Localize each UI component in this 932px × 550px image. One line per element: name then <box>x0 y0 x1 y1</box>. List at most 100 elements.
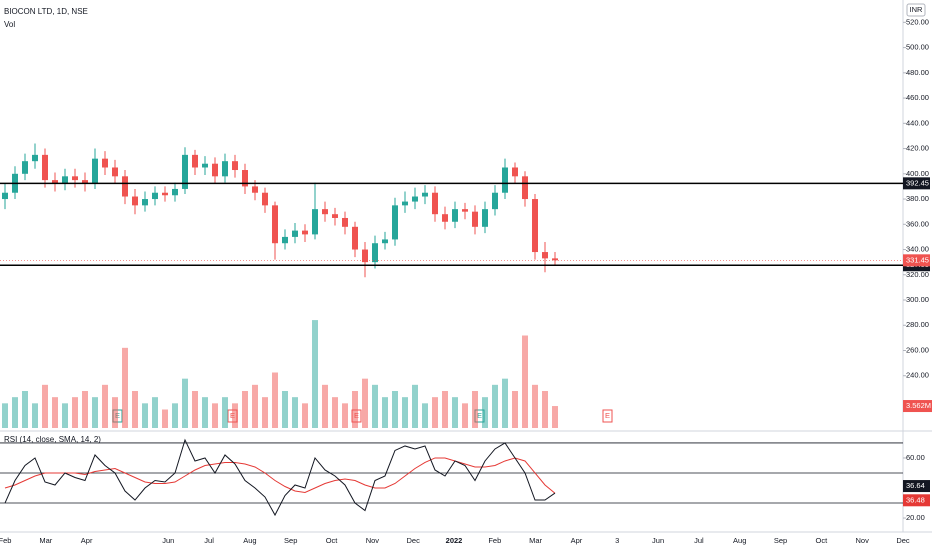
candle-body <box>232 161 238 171</box>
volume-bar <box>302 403 308 428</box>
volume-bar <box>152 397 158 428</box>
rsi-value-bg <box>903 494 930 507</box>
price-tick-label: 480.00 <box>906 68 929 77</box>
volume-bar <box>472 391 478 428</box>
candle-body <box>112 167 118 177</box>
price-tick-label: 280.00 <box>906 320 929 329</box>
volume-bar <box>272 372 278 428</box>
volume-bar <box>482 397 488 428</box>
candle-body <box>302 230 308 235</box>
price-tick-label: 340.00 <box>906 245 929 254</box>
price-tick-label: 400.00 <box>906 169 929 178</box>
candle-body <box>252 186 258 193</box>
volume-bar <box>512 391 518 428</box>
volume-bar <box>12 397 18 428</box>
candle-body <box>262 192 268 206</box>
price-tick-label: 520.00 <box>906 17 929 26</box>
volume-bar <box>32 403 38 428</box>
volume-bar <box>292 397 298 428</box>
symbol-title[interactable]: BIOCON LTD, 1D, NSE <box>4 7 88 16</box>
volume-bar <box>462 403 468 428</box>
time-label: Sep <box>774 536 787 545</box>
candle-body <box>102 158 108 168</box>
currency-box[interactable] <box>906 3 926 17</box>
volume-bar <box>242 391 248 428</box>
candle-body <box>542 252 548 259</box>
candle-body <box>212 163 218 177</box>
volume-bar <box>342 403 348 428</box>
volume-bar <box>412 384 418 428</box>
rsi-sma-line <box>4 457 556 494</box>
volume-bar <box>182 378 188 428</box>
candle-body <box>352 226 358 250</box>
volume-bar <box>2 403 8 428</box>
candle-body <box>42 154 48 181</box>
volume-bar <box>42 384 48 428</box>
candle-body <box>492 192 498 210</box>
candle-body <box>122 176 128 197</box>
volume-bar <box>382 397 388 428</box>
price-tick-label: 500.00 <box>906 43 929 52</box>
candle-body <box>172 188 178 196</box>
volume-bar <box>202 397 208 428</box>
earnings-label: E <box>605 411 610 420</box>
candle-body <box>32 154 38 162</box>
candle-body <box>402 201 408 206</box>
candle-body <box>312 209 318 235</box>
price-tick-label: 320.00 <box>906 270 929 279</box>
time-label: Apr <box>81 536 93 545</box>
candle-body <box>242 170 248 187</box>
time-label: Dec <box>407 536 421 545</box>
time-label: Apr <box>571 536 583 545</box>
candle-body <box>292 230 298 237</box>
price-tick-label: 380.00 <box>906 194 929 203</box>
volume-bar <box>232 403 238 428</box>
volume-bar <box>392 391 398 428</box>
volume-bar <box>102 384 108 428</box>
earnings-marker[interactable] <box>602 409 613 423</box>
volume-bar <box>212 403 218 428</box>
candle-body <box>142 199 148 206</box>
volume-bar <box>72 397 78 428</box>
volume-title[interactable]: Vol <box>4 20 15 29</box>
candle-body <box>62 176 68 184</box>
volume-bar <box>422 403 428 428</box>
time-label: Mar <box>529 536 542 545</box>
candle-body <box>92 158 98 184</box>
volume-bar <box>162 409 168 428</box>
candle-body <box>52 180 58 184</box>
rsi-title[interactable]: RSI (14, close, SMA, 14, 2) <box>4 435 101 444</box>
volume-bar <box>142 403 148 428</box>
time-label: Aug <box>733 536 746 545</box>
candle-body <box>462 209 468 212</box>
time-label: Jun <box>162 536 174 545</box>
volume-bar <box>82 391 88 428</box>
level-label: 392.45 <box>906 178 929 187</box>
time-label: Nov <box>366 536 380 545</box>
earnings-label: E <box>477 411 482 420</box>
time-label: Sep <box>284 536 297 545</box>
candle-body <box>522 176 528 200</box>
candle-body <box>202 163 208 168</box>
volume-bar <box>332 397 338 428</box>
volume-bar <box>402 397 408 428</box>
candle-body <box>362 249 368 263</box>
price-tick-label: 240.00 <box>906 371 929 380</box>
candle-body <box>82 180 88 184</box>
volume-bar <box>172 403 178 428</box>
price-tick-label: 360.00 <box>906 219 929 228</box>
candle-body <box>472 211 478 227</box>
volume-bar <box>62 403 68 428</box>
candle-body <box>552 258 558 261</box>
time-label: Oct <box>816 536 829 545</box>
currency[interactable]: INR <box>910 5 924 14</box>
volume-bar <box>112 397 118 428</box>
candle-body <box>342 217 348 227</box>
candle-body <box>272 205 278 244</box>
time-label: Aug <box>243 536 256 545</box>
candle-body <box>182 154 188 189</box>
time-label: Jul <box>694 536 704 545</box>
rsi-line <box>4 438 556 517</box>
time-label: Jul <box>204 536 214 545</box>
